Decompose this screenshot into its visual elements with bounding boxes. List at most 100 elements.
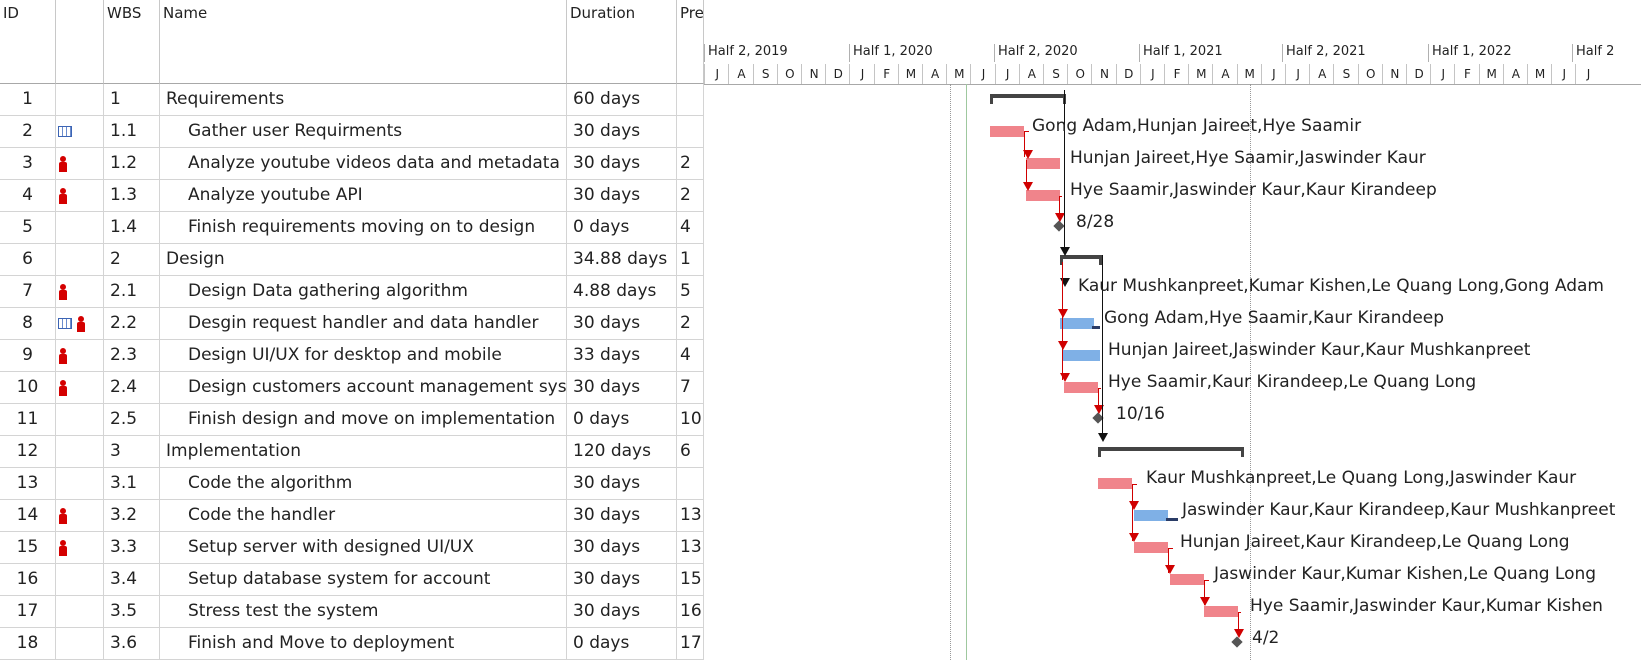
row-name[interactable]: Analyze youtube videos data and metadata <box>160 148 567 180</box>
task-bar-9[interactable] <box>1062 350 1100 361</box>
row-name[interactable]: Setup server with designed UI/UX <box>160 532 567 564</box>
row-wbs[interactable]: 2.3 <box>104 340 160 372</box>
row-id[interactable]: 3 <box>0 148 56 180</box>
row-wbs[interactable]: 3.4 <box>104 564 160 596</box>
row-predecessors[interactable]: 15 <box>677 564 704 596</box>
table-row[interactable]: 3 1.2 Analyze youtube videos data and meta… <box>0 148 704 180</box>
row-wbs[interactable]: 1 <box>104 84 160 116</box>
summary-bar-requirements[interactable] <box>990 94 1066 104</box>
row-name[interactable]: Code the handler <box>160 500 567 532</box>
row-predecessors[interactable] <box>677 468 704 500</box>
task-bar-13[interactable] <box>1098 478 1132 489</box>
column-header-predecessors[interactable]: Pre <box>677 0 704 84</box>
row-duration[interactable]: 0 days <box>567 628 677 660</box>
column-header-wbs[interactable]: WBS <box>104 0 160 84</box>
column-header-duration[interactable]: Duration <box>567 0 677 84</box>
row-duration[interactable]: 4.88 days <box>567 276 677 308</box>
row-predecessors[interactable]: 2 <box>677 180 704 212</box>
row-wbs[interactable]: 3.5 <box>104 596 160 628</box>
table-row[interactable]: 10 2.4 Design customers account management… <box>0 372 704 404</box>
row-predecessors[interactable] <box>677 116 704 148</box>
row-duration[interactable]: 60 days <box>567 84 677 116</box>
row-predecessors[interactable]: 1 <box>677 244 704 276</box>
row-name[interactable]: Finish requirements moving on to design <box>160 212 567 244</box>
row-id[interactable]: 12 <box>0 436 56 468</box>
task-bar-2[interactable] <box>990 126 1024 137</box>
row-duration[interactable]: 120 days <box>567 436 677 468</box>
table-row[interactable]: 5 1.4 Finish requirements moving on to des… <box>0 212 704 244</box>
task-bar-10[interactable] <box>1064 382 1098 393</box>
table-row[interactable]: 12 3 Implementation 120 days 6 <box>0 436 704 468</box>
row-wbs[interactable]: 3.1 <box>104 468 160 500</box>
milestone-18[interactable] <box>1231 636 1243 648</box>
task-bar-4[interactable] <box>1026 190 1060 201</box>
row-name[interactable]: Gather user Requirments <box>160 116 567 148</box>
row-wbs[interactable]: 3.2 <box>104 500 160 532</box>
row-wbs[interactable]: 3 <box>104 436 160 468</box>
row-duration[interactable]: 0 days <box>567 212 677 244</box>
row-predecessors[interactable]: 10 <box>677 404 704 436</box>
row-name[interactable]: Stress test the system <box>160 596 567 628</box>
row-predecessors[interactable]: 4 <box>677 212 704 244</box>
task-bar-15[interactable] <box>1134 542 1168 553</box>
row-id[interactable]: 11 <box>0 404 56 436</box>
row-wbs[interactable]: 2.5 <box>104 404 160 436</box>
row-wbs[interactable]: 1.3 <box>104 180 160 212</box>
row-predecessors[interactable]: 2 <box>677 148 704 180</box>
summary-bar-design[interactable] <box>1060 255 1102 265</box>
table-row[interactable]: 11 2.5 Finish design and move on implement… <box>0 404 704 436</box>
table-row[interactable]: 6 2 Design 34.88 days 1 <box>0 244 704 276</box>
row-id[interactable]: 7 <box>0 276 56 308</box>
row-name[interactable]: Design <box>160 244 567 276</box>
row-id[interactable]: 15 <box>0 532 56 564</box>
row-duration[interactable]: 30 days <box>567 180 677 212</box>
row-predecessors[interactable]: 13 <box>677 500 704 532</box>
row-wbs[interactable]: 2 <box>104 244 160 276</box>
table-row[interactable]: 1 1 Requirements 60 days <box>0 84 704 116</box>
row-wbs[interactable]: 2.4 <box>104 372 160 404</box>
row-predecessors[interactable]: 4 <box>677 340 704 372</box>
table-row[interactable]: 18 3.6 Finish and Move to deployment 0 days… <box>0 628 704 660</box>
task-bar-8[interactable] <box>1060 318 1094 329</box>
row-predecessors[interactable]: 17 <box>677 628 704 660</box>
row-id[interactable]: 6 <box>0 244 56 276</box>
task-bar-16[interactable] <box>1170 574 1204 585</box>
table-row[interactable]: 13 3.1 Code the algorithm 30 days <box>0 468 704 500</box>
task-bar-17[interactable] <box>1204 606 1238 617</box>
row-name[interactable]: Setup database system for account <box>160 564 567 596</box>
row-id[interactable]: 16 <box>0 564 56 596</box>
row-name[interactable]: Code the algorithm <box>160 468 567 500</box>
row-id[interactable]: 8 <box>0 308 56 340</box>
row-predecessors[interactable] <box>677 84 704 116</box>
row-id[interactable]: 14 <box>0 500 56 532</box>
row-duration[interactable]: 33 days <box>567 340 677 372</box>
row-id[interactable]: 18 <box>0 628 56 660</box>
row-id[interactable]: 1 <box>0 84 56 116</box>
row-id[interactable]: 10 <box>0 372 56 404</box>
row-predecessors[interactable]: 2 <box>677 308 704 340</box>
column-header-name[interactable]: Name <box>160 0 567 84</box>
row-predecessors[interactable]: 6 <box>677 436 704 468</box>
row-wbs[interactable]: 1.2 <box>104 148 160 180</box>
row-name[interactable]: Requirements <box>160 84 567 116</box>
row-name[interactable]: Finish and Move to deployment <box>160 628 567 660</box>
row-name[interactable]: Design Data gathering algorithm <box>160 276 567 308</box>
table-row[interactable]: 14 3.2 Code the handler 30 days 13 <box>0 500 704 532</box>
row-id[interactable]: 17 <box>0 596 56 628</box>
table-row[interactable]: 2 1.1 Gather user Requirments 30 days <box>0 116 704 148</box>
row-wbs[interactable]: 1.1 <box>104 116 160 148</box>
row-name[interactable]: Implementation <box>160 436 567 468</box>
row-wbs[interactable]: 3.3 <box>104 532 160 564</box>
row-duration[interactable]: 30 days <box>567 596 677 628</box>
column-header-id[interactable]: ID <box>0 0 56 84</box>
summary-bar-implementation[interactable] <box>1098 447 1244 457</box>
row-name[interactable]: Design UI/UX for desktop and mobile <box>160 340 567 372</box>
row-predecessors[interactable]: 13 <box>677 532 704 564</box>
table-row[interactable]: 16 3.4 Setup database system for account 30… <box>0 564 704 596</box>
row-duration[interactable]: 30 days <box>567 148 677 180</box>
row-duration[interactable]: 30 days <box>567 116 677 148</box>
row-name[interactable]: Design customers account management syst… <box>160 372 567 404</box>
row-duration[interactable]: 30 days <box>567 468 677 500</box>
row-duration[interactable]: 30 days <box>567 564 677 596</box>
row-id[interactable]: 9 <box>0 340 56 372</box>
